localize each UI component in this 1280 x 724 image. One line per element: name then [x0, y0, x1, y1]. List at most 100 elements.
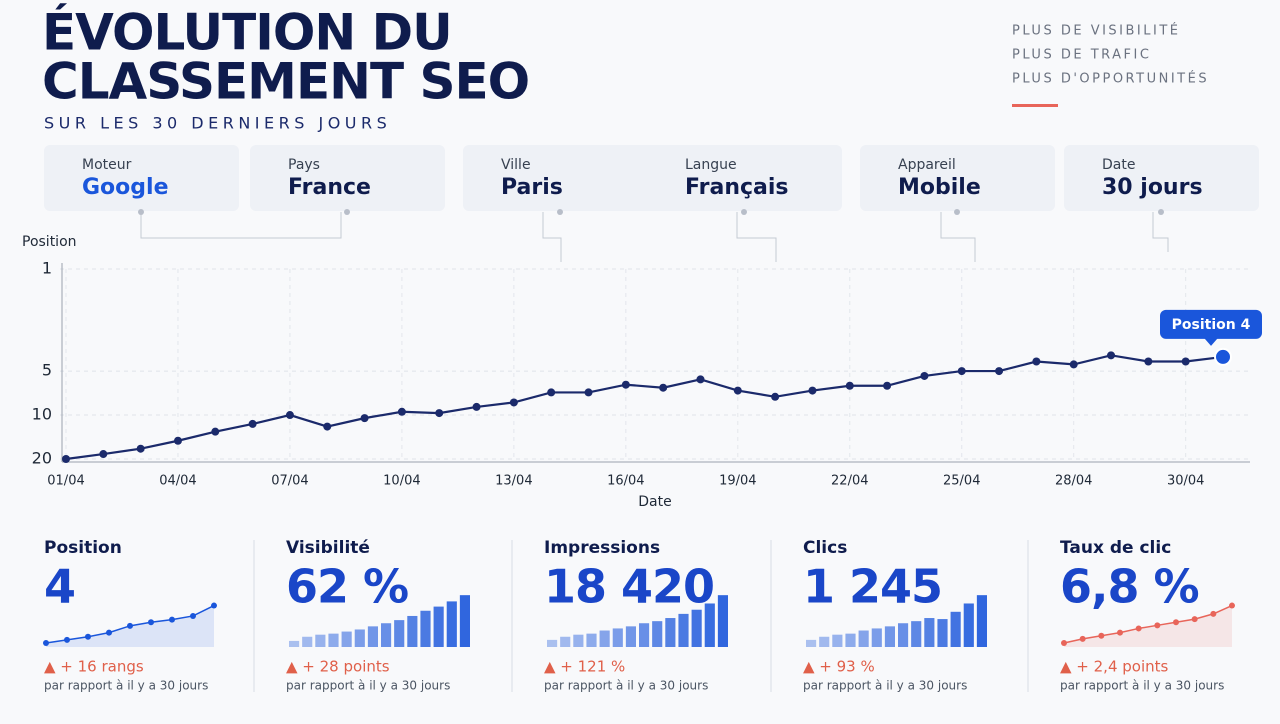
- data-point: [771, 392, 780, 401]
- spark-point: [148, 619, 154, 626]
- filter-value: Mobile: [898, 175, 981, 200]
- kpi-title: Visibilité: [286, 538, 370, 558]
- tagline: PLUS DE VISIBILITÉ: [1012, 23, 1181, 39]
- kpi-note: par rapport à il y a 30 jours: [803, 679, 967, 693]
- spark-point: [211, 602, 217, 609]
- filter-value: France: [288, 175, 371, 200]
- y-tick-label: 10: [32, 405, 52, 424]
- spark-bar: [612, 628, 623, 647]
- kpi-change: ▲ + 16 rangs: [44, 658, 144, 676]
- spark-bar: [315, 634, 326, 647]
- spark-bar: [625, 626, 636, 647]
- filter-dot: [954, 209, 960, 215]
- spark-point: [85, 633, 91, 640]
- filter-card: [860, 145, 1055, 211]
- data-point: [435, 409, 444, 418]
- tagline: PLUS D'OPPORTUNITÉS: [1012, 71, 1209, 87]
- spark-bar: [937, 619, 948, 647]
- data-point: [211, 427, 220, 436]
- spark-bar: [976, 595, 987, 647]
- data-point: [173, 436, 182, 445]
- filter-card: [44, 145, 239, 211]
- y-axis-label: Position: [22, 234, 77, 250]
- filter-dot: [557, 209, 563, 215]
- spark-bar: [806, 639, 817, 647]
- spark-bar: [911, 621, 922, 647]
- kpi-note: par rapport à il y a 30 jours: [44, 679, 208, 693]
- filter-dot: [138, 209, 144, 215]
- x-tick-label: 30/04: [1167, 474, 1204, 489]
- filter-value: Google: [82, 175, 169, 200]
- spark-bar: [289, 640, 300, 647]
- spark-bar: [652, 621, 663, 647]
- connectors: [140, 212, 1169, 262]
- filter-card: [250, 145, 445, 211]
- filter-label: Appareil: [898, 157, 956, 173]
- data-point: [397, 407, 406, 416]
- kpi-value: 4: [44, 560, 75, 614]
- spark-bar: [302, 636, 313, 647]
- spark-bar: [898, 623, 909, 647]
- spark-bar: [950, 611, 961, 647]
- spark-point: [1098, 632, 1105, 639]
- spark-point: [1210, 610, 1217, 617]
- kpi-value: 62 %: [286, 560, 408, 614]
- data-point: [883, 381, 892, 390]
- spark-bar: [381, 623, 392, 647]
- spark-bar: [547, 639, 558, 647]
- spark-bar: [459, 595, 470, 647]
- x-tick-label: 25/04: [943, 474, 980, 489]
- filter-label: Ville: [501, 157, 531, 173]
- annotation-pointer: [1204, 337, 1218, 346]
- spark-bar: [871, 628, 882, 647]
- spark-bar: [819, 636, 830, 647]
- line-series: [65, 354, 1224, 461]
- spark-bar: [341, 631, 352, 647]
- spark-line: [1063, 604, 1233, 644]
- data-point: [248, 419, 257, 428]
- spark-bar: [884, 626, 895, 647]
- spark-point: [127, 622, 133, 629]
- kpi-title: Impressions: [544, 538, 660, 558]
- spark-point: [1117, 629, 1123, 636]
- data-point: [621, 380, 630, 389]
- data-point: [696, 375, 705, 384]
- data-point: [845, 381, 854, 390]
- spark-point: [1191, 616, 1198, 623]
- data-point: [1181, 357, 1190, 366]
- kpi-title: Taux de clic: [1060, 538, 1171, 558]
- kpi-value: 6,8 %: [1060, 560, 1199, 614]
- data-point: [1032, 357, 1041, 366]
- spark-bar: [407, 615, 418, 647]
- tagline: PLUS DE TRAFIC: [1012, 48, 1151, 63]
- kpi-note: par rapport à il y a 30 jours: [286, 679, 450, 693]
- spark-bar: [924, 618, 935, 647]
- spark-bar: [717, 595, 728, 647]
- data-point: [509, 398, 518, 407]
- spark-bar: [665, 618, 676, 647]
- x-tick-label: 19/04: [719, 474, 756, 489]
- spark-point: [1079, 635, 1086, 642]
- filter-value: Français: [685, 175, 789, 200]
- data-point: [995, 367, 1004, 376]
- x-tick-label: 22/04: [831, 474, 868, 489]
- data-point: [1214, 347, 1232, 366]
- x-tick-label: 01/04: [47, 474, 84, 489]
- spark-bar: [420, 610, 431, 647]
- spark-bar: [845, 633, 856, 647]
- kpi-change: ▲ + 2,4 points: [1060, 658, 1169, 676]
- filter-value: 30 jours: [1102, 175, 1203, 200]
- data-point: [62, 455, 70, 463]
- kpi-change: ▲ + 28 points: [286, 658, 390, 676]
- spark-area: [1064, 605, 1232, 647]
- spark-bar: [858, 630, 869, 647]
- filter-card: [1064, 145, 1259, 211]
- filter-dot: [1158, 209, 1164, 215]
- title-line: ÉVOLUTION DU: [42, 3, 452, 62]
- data-point: [1107, 351, 1116, 360]
- kpi-change: ▲ + 93 %: [803, 658, 875, 676]
- data-point: [659, 383, 668, 392]
- spark-bar: [328, 633, 339, 647]
- kpi-note: par rapport à il y a 30 jours: [1060, 679, 1224, 693]
